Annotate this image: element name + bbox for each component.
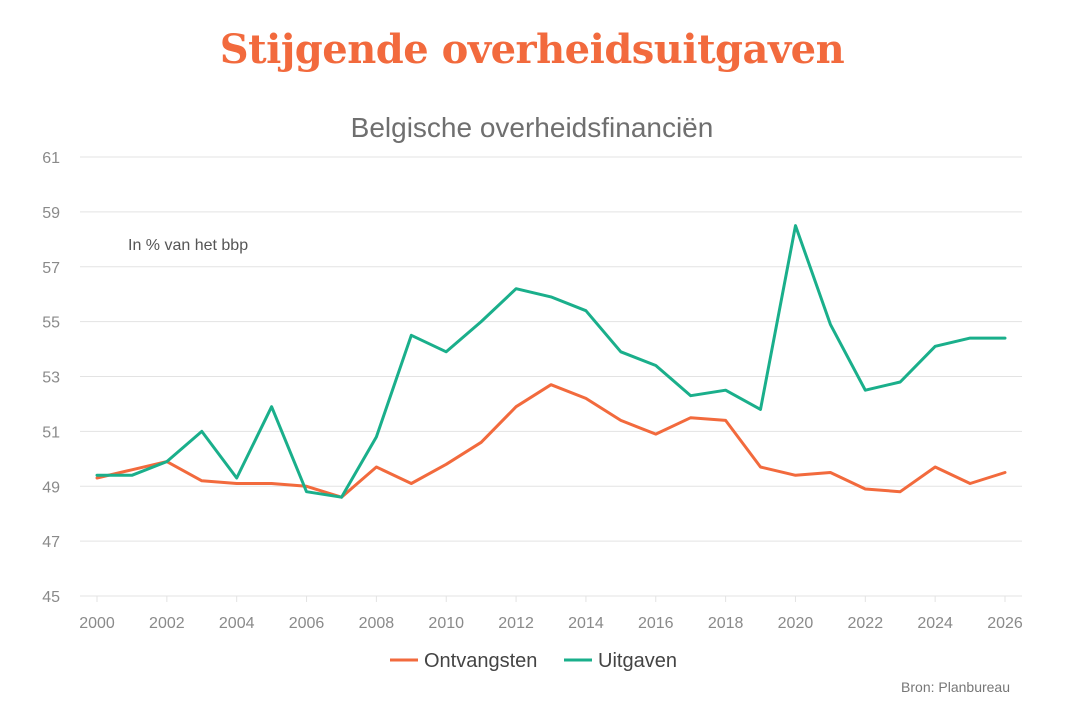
y-tick-57: 57 <box>42 260 60 277</box>
x-tick-2026: 2026 <box>987 615 1023 632</box>
y-tick-61: 61 <box>42 150 60 167</box>
source-label: Bron: Planbureau <box>901 679 1010 695</box>
x-tick-2014: 2014 <box>568 615 604 632</box>
legend-label-uitgaven: Uitgaven <box>598 650 677 672</box>
y-tick-45: 45 <box>42 589 60 606</box>
x-tick-2008: 2008 <box>359 615 395 632</box>
legend: Ontvangsten Uitgaven <box>390 650 677 672</box>
series-line-ontvangsten <box>95 383 1007 499</box>
chart-title: Stijgende overheidsuitgaven <box>219 26 845 73</box>
x-tick-2020: 2020 <box>778 615 814 632</box>
y-tick-55: 55 <box>42 315 60 332</box>
chart-subtitle: Belgische overheidsfinanciën <box>350 112 714 143</box>
x-tick-2016: 2016 <box>638 615 674 632</box>
y-tick-59: 59 <box>42 205 60 222</box>
series-lines <box>95 224 1007 499</box>
x-tick-2004: 2004 <box>219 615 255 632</box>
unit-note: In % van het bbp <box>128 237 249 254</box>
y-tick-47: 47 <box>42 534 60 551</box>
y-axis-ticks: 45 47 49 51 53 55 57 59 61 <box>42 150 60 606</box>
x-tick-2022: 2022 <box>848 615 884 632</box>
x-tick-2000: 2000 <box>79 615 115 632</box>
x-tick-2010: 2010 <box>428 615 464 632</box>
x-tick-2018: 2018 <box>708 615 744 632</box>
x-tick-2002: 2002 <box>149 615 185 632</box>
x-tick-2012: 2012 <box>498 615 534 632</box>
legend-label-ontvangsten: Ontvangsten <box>424 650 537 672</box>
x-tick-2024: 2024 <box>917 615 953 632</box>
y-tick-51: 51 <box>42 424 60 441</box>
series-line-uitgaven <box>95 224 1007 499</box>
y-tick-53: 53 <box>42 370 60 387</box>
x-axis-ticks: 2000 2002 2004 2006 2008 2010 2012 2014 2016 2018… <box>79 596 1023 632</box>
grid-lines <box>80 156 1022 597</box>
y-tick-49: 49 <box>42 479 60 496</box>
x-tick-2006: 2006 <box>289 615 325 632</box>
